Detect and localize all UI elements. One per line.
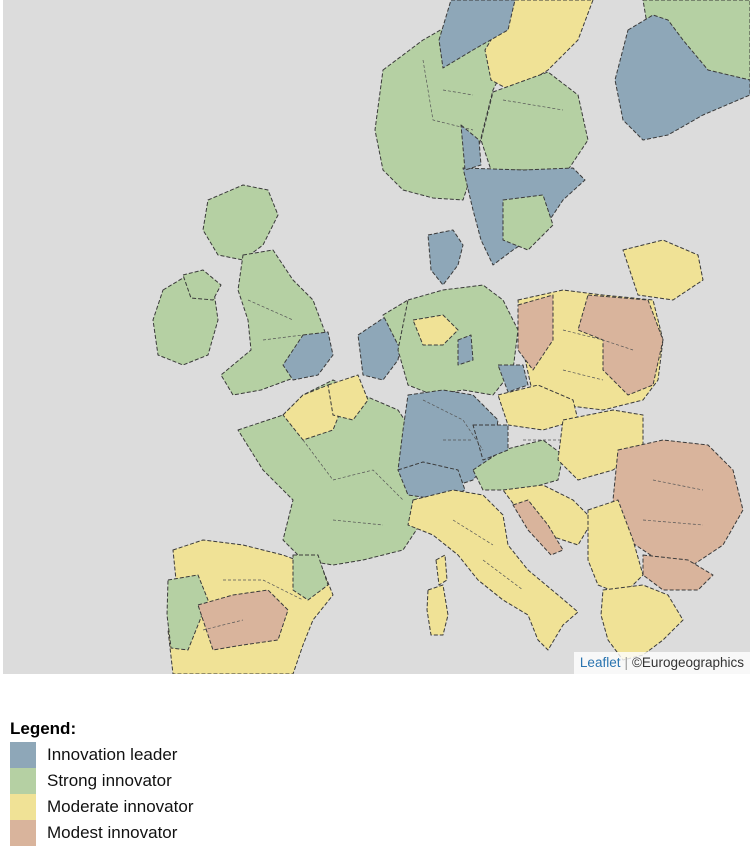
region-austria[interactable] bbox=[472, 439, 564, 491]
region-sweden-gothenburg[interactable] bbox=[460, 124, 482, 171]
region-serbia-balkans[interactable] bbox=[587, 499, 644, 596]
region-bulgaria[interactable] bbox=[642, 554, 714, 591]
legend-swatch bbox=[10, 820, 36, 846]
legend-swatch bbox=[10, 742, 36, 768]
region-croatia-coast[interactable] bbox=[512, 499, 564, 556]
region-finland[interactable] bbox=[614, 14, 750, 141]
region-germany-east[interactable] bbox=[497, 364, 529, 393]
legend-item-moderate-innovator: Moderate innovator bbox=[10, 794, 193, 820]
map-regions bbox=[152, 0, 750, 674]
region-germany-berlin[interactable] bbox=[457, 334, 474, 366]
region-france[interactable] bbox=[237, 379, 424, 566]
region-sardinia[interactable] bbox=[426, 584, 449, 636]
region-london-southeast[interactable] bbox=[282, 331, 334, 381]
region-norway-north[interactable] bbox=[438, 0, 516, 69]
region-corsica[interactable] bbox=[435, 554, 448, 586]
region-italy[interactable] bbox=[407, 489, 579, 651]
region-poland-west[interactable] bbox=[517, 294, 554, 371]
legend-title: Legend: bbox=[10, 719, 77, 738]
region-france-north-east[interactable] bbox=[327, 374, 369, 421]
region-romania[interactable] bbox=[612, 439, 744, 566]
legend-label: Innovation leader bbox=[47, 745, 178, 764]
region-spain-north[interactable] bbox=[292, 554, 329, 601]
region-scotland[interactable] bbox=[202, 184, 279, 261]
legend-swatch bbox=[10, 768, 36, 794]
leaflet-link[interactable]: Leaflet bbox=[579, 655, 621, 670]
legend-item-modest-innovator: Modest innovator bbox=[10, 820, 193, 846]
map-attribution: Leaflet | ©Eurogeographics bbox=[573, 652, 750, 674]
region-germany-north-west[interactable] bbox=[412, 314, 459, 346]
copyright-text: ©Eurogeographics bbox=[631, 655, 744, 670]
legend-swatch bbox=[10, 794, 36, 820]
region-lithuania[interactable] bbox=[622, 239, 704, 301]
region-sweden-central[interactable] bbox=[480, 71, 589, 171]
legend-item-innovation-leader: Innovation leader bbox=[10, 742, 193, 768]
europe-map[interactable]: Leaflet | ©Eurogeographics bbox=[3, 0, 750, 674]
region-sweden-south[interactable] bbox=[502, 194, 554, 251]
region-northern-ireland[interactable] bbox=[182, 269, 222, 301]
legend-label: Strong innovator bbox=[47, 771, 172, 790]
legend-label: Modest innovator bbox=[47, 823, 178, 842]
legend-label: Moderate innovator bbox=[47, 797, 194, 816]
region-denmark[interactable] bbox=[427, 229, 464, 286]
legend-item-strong-innovator: Strong innovator bbox=[10, 768, 193, 794]
region-portugal[interactable] bbox=[166, 574, 209, 651]
region-switzerland[interactable] bbox=[397, 461, 466, 501]
region-austria-west[interactable] bbox=[472, 424, 509, 461]
region-greece[interactable] bbox=[600, 584, 684, 661]
region-poland-east[interactable] bbox=[577, 294, 664, 396]
legend: Legend: Innovation leader Strong innovat… bbox=[10, 718, 193, 846]
